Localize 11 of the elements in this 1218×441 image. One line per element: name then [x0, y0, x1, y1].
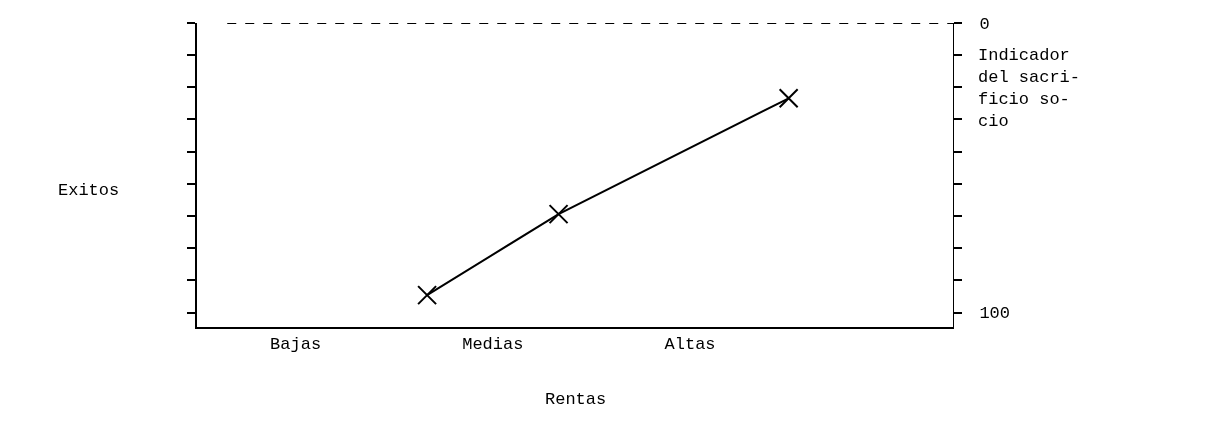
x-axis-title: Rentas — [545, 390, 607, 409]
y2-axis-title: Indicador del sacri- ficio so- cio — [978, 46, 1081, 132]
y-axis-title: Exitos — [58, 181, 120, 200]
y2-tick-label: 0 — [979, 14, 990, 34]
y2-tick-label: 100 — [979, 304, 1011, 324]
point — [548, 204, 569, 225]
x-tick-label: Medias — [462, 335, 524, 355]
point — [778, 88, 799, 109]
x-tick-label: Altas — [664, 335, 716, 355]
point — [417, 285, 438, 306]
x-tick-label: Bajas — [270, 335, 322, 355]
